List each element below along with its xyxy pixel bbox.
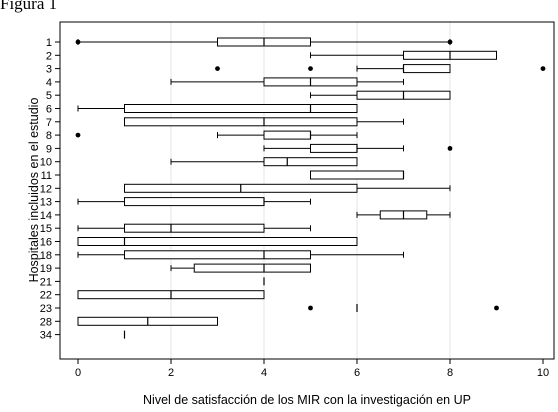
y-axis-title: Hospitales incluidos en el estudio (27, 98, 41, 283)
outlier-point (447, 39, 453, 45)
y-tick-label: 1 (46, 37, 52, 49)
outlier-point (215, 66, 220, 71)
box (124, 223, 265, 233)
box-group (77, 290, 265, 300)
y-tick-label: 3 (46, 64, 52, 76)
y-tick-label: 8 (46, 130, 52, 142)
y-tick-label: 19 (40, 263, 52, 275)
box-group (310, 90, 451, 100)
box-group (77, 223, 311, 233)
box-layer (75, 37, 546, 339)
y-tick-label: 12 (40, 183, 52, 195)
box-group (263, 143, 453, 153)
box (310, 170, 404, 180)
y-tick-label: 10 (40, 157, 52, 169)
x-tick-label: 6 (354, 367, 360, 379)
box-group (124, 183, 451, 193)
y-tick-label: 7 (46, 117, 52, 129)
outlier-point (540, 66, 546, 71)
box-group (356, 210, 451, 220)
outlier-point (494, 305, 499, 311)
box-group (170, 263, 311, 273)
box (124, 250, 311, 260)
box (263, 157, 358, 167)
y-tick-label: 6 (46, 104, 52, 116)
y-tick-label: 14 (40, 210, 52, 222)
box-group (170, 77, 404, 87)
y-tick-label: 22 (40, 290, 52, 302)
outlier-point (75, 132, 81, 138)
y-tick-label: 5 (46, 90, 52, 102)
outlier-point (75, 39, 81, 45)
outlier-point (308, 305, 313, 311)
box-group (310, 170, 405, 180)
box (124, 197, 265, 207)
box (263, 130, 311, 140)
box-group (75, 130, 358, 140)
box-group (310, 50, 497, 60)
x-tick-label: 2 (168, 367, 174, 379)
box-group (77, 237, 358, 246)
y-tick-label: 2 (46, 50, 52, 62)
x-axis-title: Nivel de satisfacción de los MIR con la … (143, 393, 471, 407)
y-tick-label: 15 (40, 223, 52, 235)
box (403, 64, 451, 74)
box (124, 104, 358, 113)
x-tick-label: 10 (537, 367, 549, 379)
box-group (215, 64, 546, 74)
box-group (308, 304, 499, 312)
x-tick-label: 0 (75, 367, 81, 379)
box (124, 117, 358, 127)
outlier-point (447, 146, 453, 151)
y-tick-label: 4 (46, 77, 52, 89)
axis-layer: 0 2 4 6 8 10123456789101112131415161819212223… (40, 37, 549, 379)
box-group (170, 157, 358, 167)
y-tick-label: 21 (40, 276, 52, 288)
box-group (77, 250, 404, 260)
y-tick-label: 23 (40, 303, 52, 315)
figure-caption: Figura 1 (0, 0, 58, 13)
box (193, 263, 311, 273)
y-tick-label: 11 (41, 170, 52, 182)
y-tick-label: 13 (40, 197, 52, 209)
box-group (77, 104, 358, 113)
box-group (77, 316, 218, 326)
box-group (124, 117, 404, 127)
plot-frame (59, 21, 555, 360)
y-tick-label: 28 (40, 316, 52, 328)
box (77, 237, 358, 246)
y-tick-label: 16 (40, 237, 52, 249)
y-tick-label: 34 (40, 330, 52, 342)
x-tick-label: 4 (261, 367, 267, 379)
x-tick-label: 8 (447, 367, 453, 379)
box (310, 143, 358, 153)
y-tick-label: 9 (46, 143, 52, 155)
outlier-point (308, 66, 313, 71)
box-group (77, 197, 311, 207)
y-tick-label: 18 (40, 250, 52, 262)
box-group (75, 37, 453, 47)
